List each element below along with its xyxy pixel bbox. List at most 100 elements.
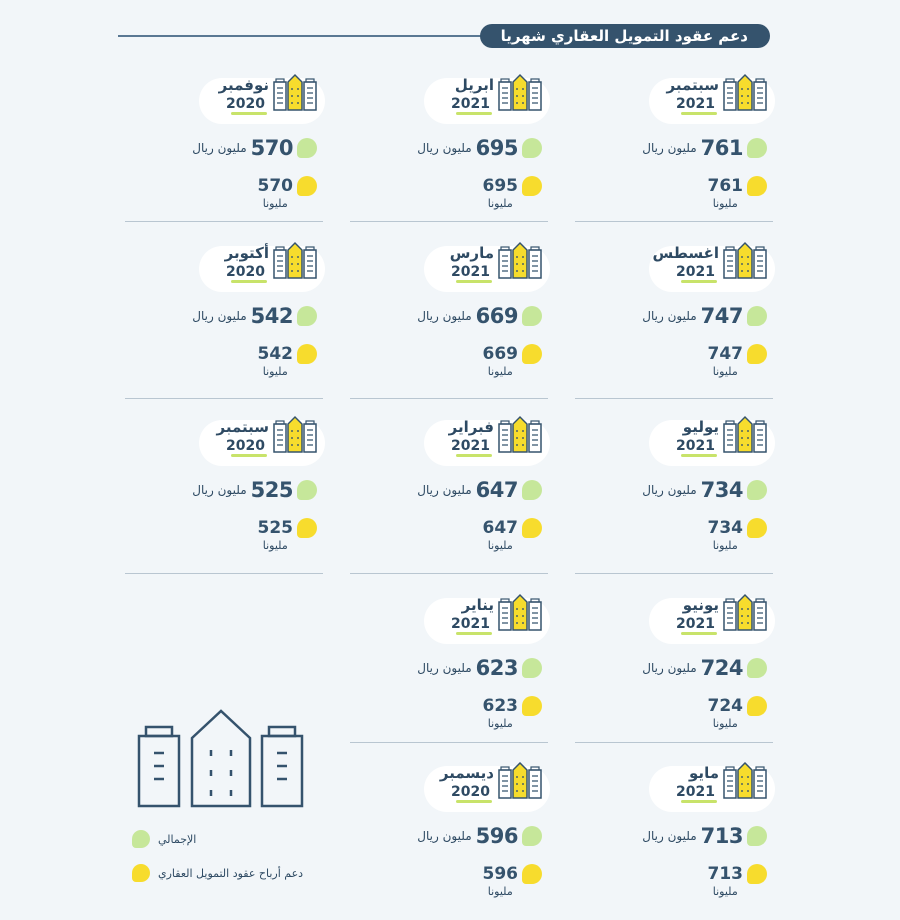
month-label: يونيو xyxy=(682,596,719,614)
month-label: مايو xyxy=(689,764,719,782)
total-row: مليون ريال 596 xyxy=(417,824,542,848)
month-card: ابريل 2021 مليون ريال 695 695 مليونا xyxy=(350,72,550,232)
divider xyxy=(350,742,548,743)
year-underline xyxy=(681,454,717,457)
year-underline xyxy=(681,632,717,635)
year-underline xyxy=(456,800,492,803)
support-value: 761 xyxy=(707,176,744,196)
legend-total: الإجمالي xyxy=(132,830,196,848)
support-row: 570 مليونا xyxy=(257,176,317,210)
month-card: يوليو 2021 مليون ريال 734 734 مليونا xyxy=(575,414,775,574)
year-underline xyxy=(456,280,492,283)
month-label: ديسمبر xyxy=(439,764,494,782)
support-unit: مليونا xyxy=(487,885,513,898)
total-bubble-icon xyxy=(297,480,317,500)
divider xyxy=(575,398,773,399)
buildings-icon xyxy=(498,593,542,631)
total-value: 724 xyxy=(700,656,744,680)
total-value: 669 xyxy=(475,304,519,328)
buildings-icon xyxy=(723,73,767,111)
legend-support: دعم أرباح عقود التمويل العقاري xyxy=(132,864,303,882)
support-value: 713 xyxy=(707,864,744,884)
year-label: 2021 xyxy=(451,264,490,280)
support-value: 570 xyxy=(257,176,294,196)
support-bubble-icon xyxy=(747,864,767,884)
total-unit: مليون ريال xyxy=(642,483,697,497)
divider xyxy=(575,742,773,743)
total-row: مليون ريال 669 xyxy=(417,304,542,328)
year-label: 2021 xyxy=(451,616,490,632)
total-row: مليون ريال 647 xyxy=(417,478,542,502)
total-value: 761 xyxy=(700,136,744,160)
support-row: 695 مليونا xyxy=(482,176,542,210)
title-rule xyxy=(118,35,518,37)
total-row: مليون ريال 525 xyxy=(192,478,317,502)
month-label: فبراير xyxy=(448,418,494,436)
total-bubble-icon xyxy=(522,658,542,678)
year-underline xyxy=(681,112,717,115)
total-row: مليون ريال 761 xyxy=(642,136,767,160)
total-value: 525 xyxy=(250,478,294,502)
support-unit: مليونا xyxy=(487,717,513,730)
total-row: مليون ريال 747 xyxy=(642,304,767,328)
support-unit: مليونا xyxy=(712,717,738,730)
support-unit: مليونا xyxy=(262,539,288,552)
year-label: 2021 xyxy=(676,616,715,632)
buildings-icon xyxy=(498,415,542,453)
support-row: 542 مليونا xyxy=(258,344,317,378)
month-card: سبتمبر 2020 مليون ريال 525 525 مليونا xyxy=(125,414,325,574)
year-label: 2020 xyxy=(226,438,265,454)
year-underline xyxy=(231,280,267,283)
total-bubble-icon xyxy=(747,826,767,846)
year-underline xyxy=(681,280,717,283)
total-bubble-icon xyxy=(747,138,767,158)
support-row: 647 مليونا xyxy=(482,518,542,552)
support-bubble-icon xyxy=(297,176,317,196)
support-value: 596 xyxy=(482,864,519,884)
support-row: 623 مليونا xyxy=(482,696,542,730)
support-value: 747 xyxy=(707,344,744,364)
month-card: يناير 2021 مليون ريال 623 623 مليونا xyxy=(350,592,550,752)
year-underline xyxy=(456,632,492,635)
total-bubble-icon xyxy=(297,138,317,158)
support-bubble-icon xyxy=(522,864,542,884)
support-value: 647 xyxy=(482,518,519,538)
month-label: سبتمبر xyxy=(666,76,719,94)
buildings-icon xyxy=(498,761,542,799)
total-unit: مليون ريال xyxy=(192,309,247,323)
total-bubble-icon xyxy=(297,306,317,326)
support-unit: مليونا xyxy=(712,885,738,898)
total-bubble-icon xyxy=(747,306,767,326)
support-row: 596 مليونا xyxy=(482,864,542,898)
year-label: 2020 xyxy=(451,784,490,800)
total-row: مليون ريال 713 xyxy=(642,824,767,848)
month-card: نوفمبر 2020 مليون ريال 570 570 مليونا xyxy=(125,72,325,232)
month-label: اغسطس xyxy=(652,244,719,262)
large-buildings-icon xyxy=(137,709,304,808)
total-bubble-icon xyxy=(522,826,542,846)
total-value: 647 xyxy=(475,478,519,502)
support-row: 747 مليونا xyxy=(707,344,767,378)
support-unit: مليونا xyxy=(712,365,738,378)
month-label: مارس xyxy=(449,244,494,262)
buildings-icon xyxy=(723,415,767,453)
month-card: سبتمبر 2021 مليون ريال 761 761 مليونا xyxy=(575,72,775,232)
support-value: 623 xyxy=(482,696,519,716)
support-bubble-icon xyxy=(747,344,767,364)
support-value: 734 xyxy=(707,518,744,538)
support-unit: مليونا xyxy=(487,539,513,552)
buildings-icon xyxy=(273,415,317,453)
month-label: يناير xyxy=(461,596,494,614)
support-row: 761 مليونا xyxy=(707,176,767,210)
buildings-icon xyxy=(273,73,317,111)
total-row: مليون ريال 695 xyxy=(417,136,542,160)
total-bubble-icon xyxy=(747,658,767,678)
support-bubble-icon xyxy=(747,696,767,716)
total-unit: مليون ريال xyxy=(642,309,697,323)
support-value: 695 xyxy=(482,176,519,196)
total-unit: مليون ريال xyxy=(192,141,247,155)
month-card: مايو 2021 مليون ريال 713 713 مليونا xyxy=(575,760,775,920)
month-card: ديسمبر 2020 مليون ريال 596 596 مليونا xyxy=(350,760,550,920)
month-label: ابريل xyxy=(454,76,494,94)
support-unit: مليونا xyxy=(487,197,513,210)
